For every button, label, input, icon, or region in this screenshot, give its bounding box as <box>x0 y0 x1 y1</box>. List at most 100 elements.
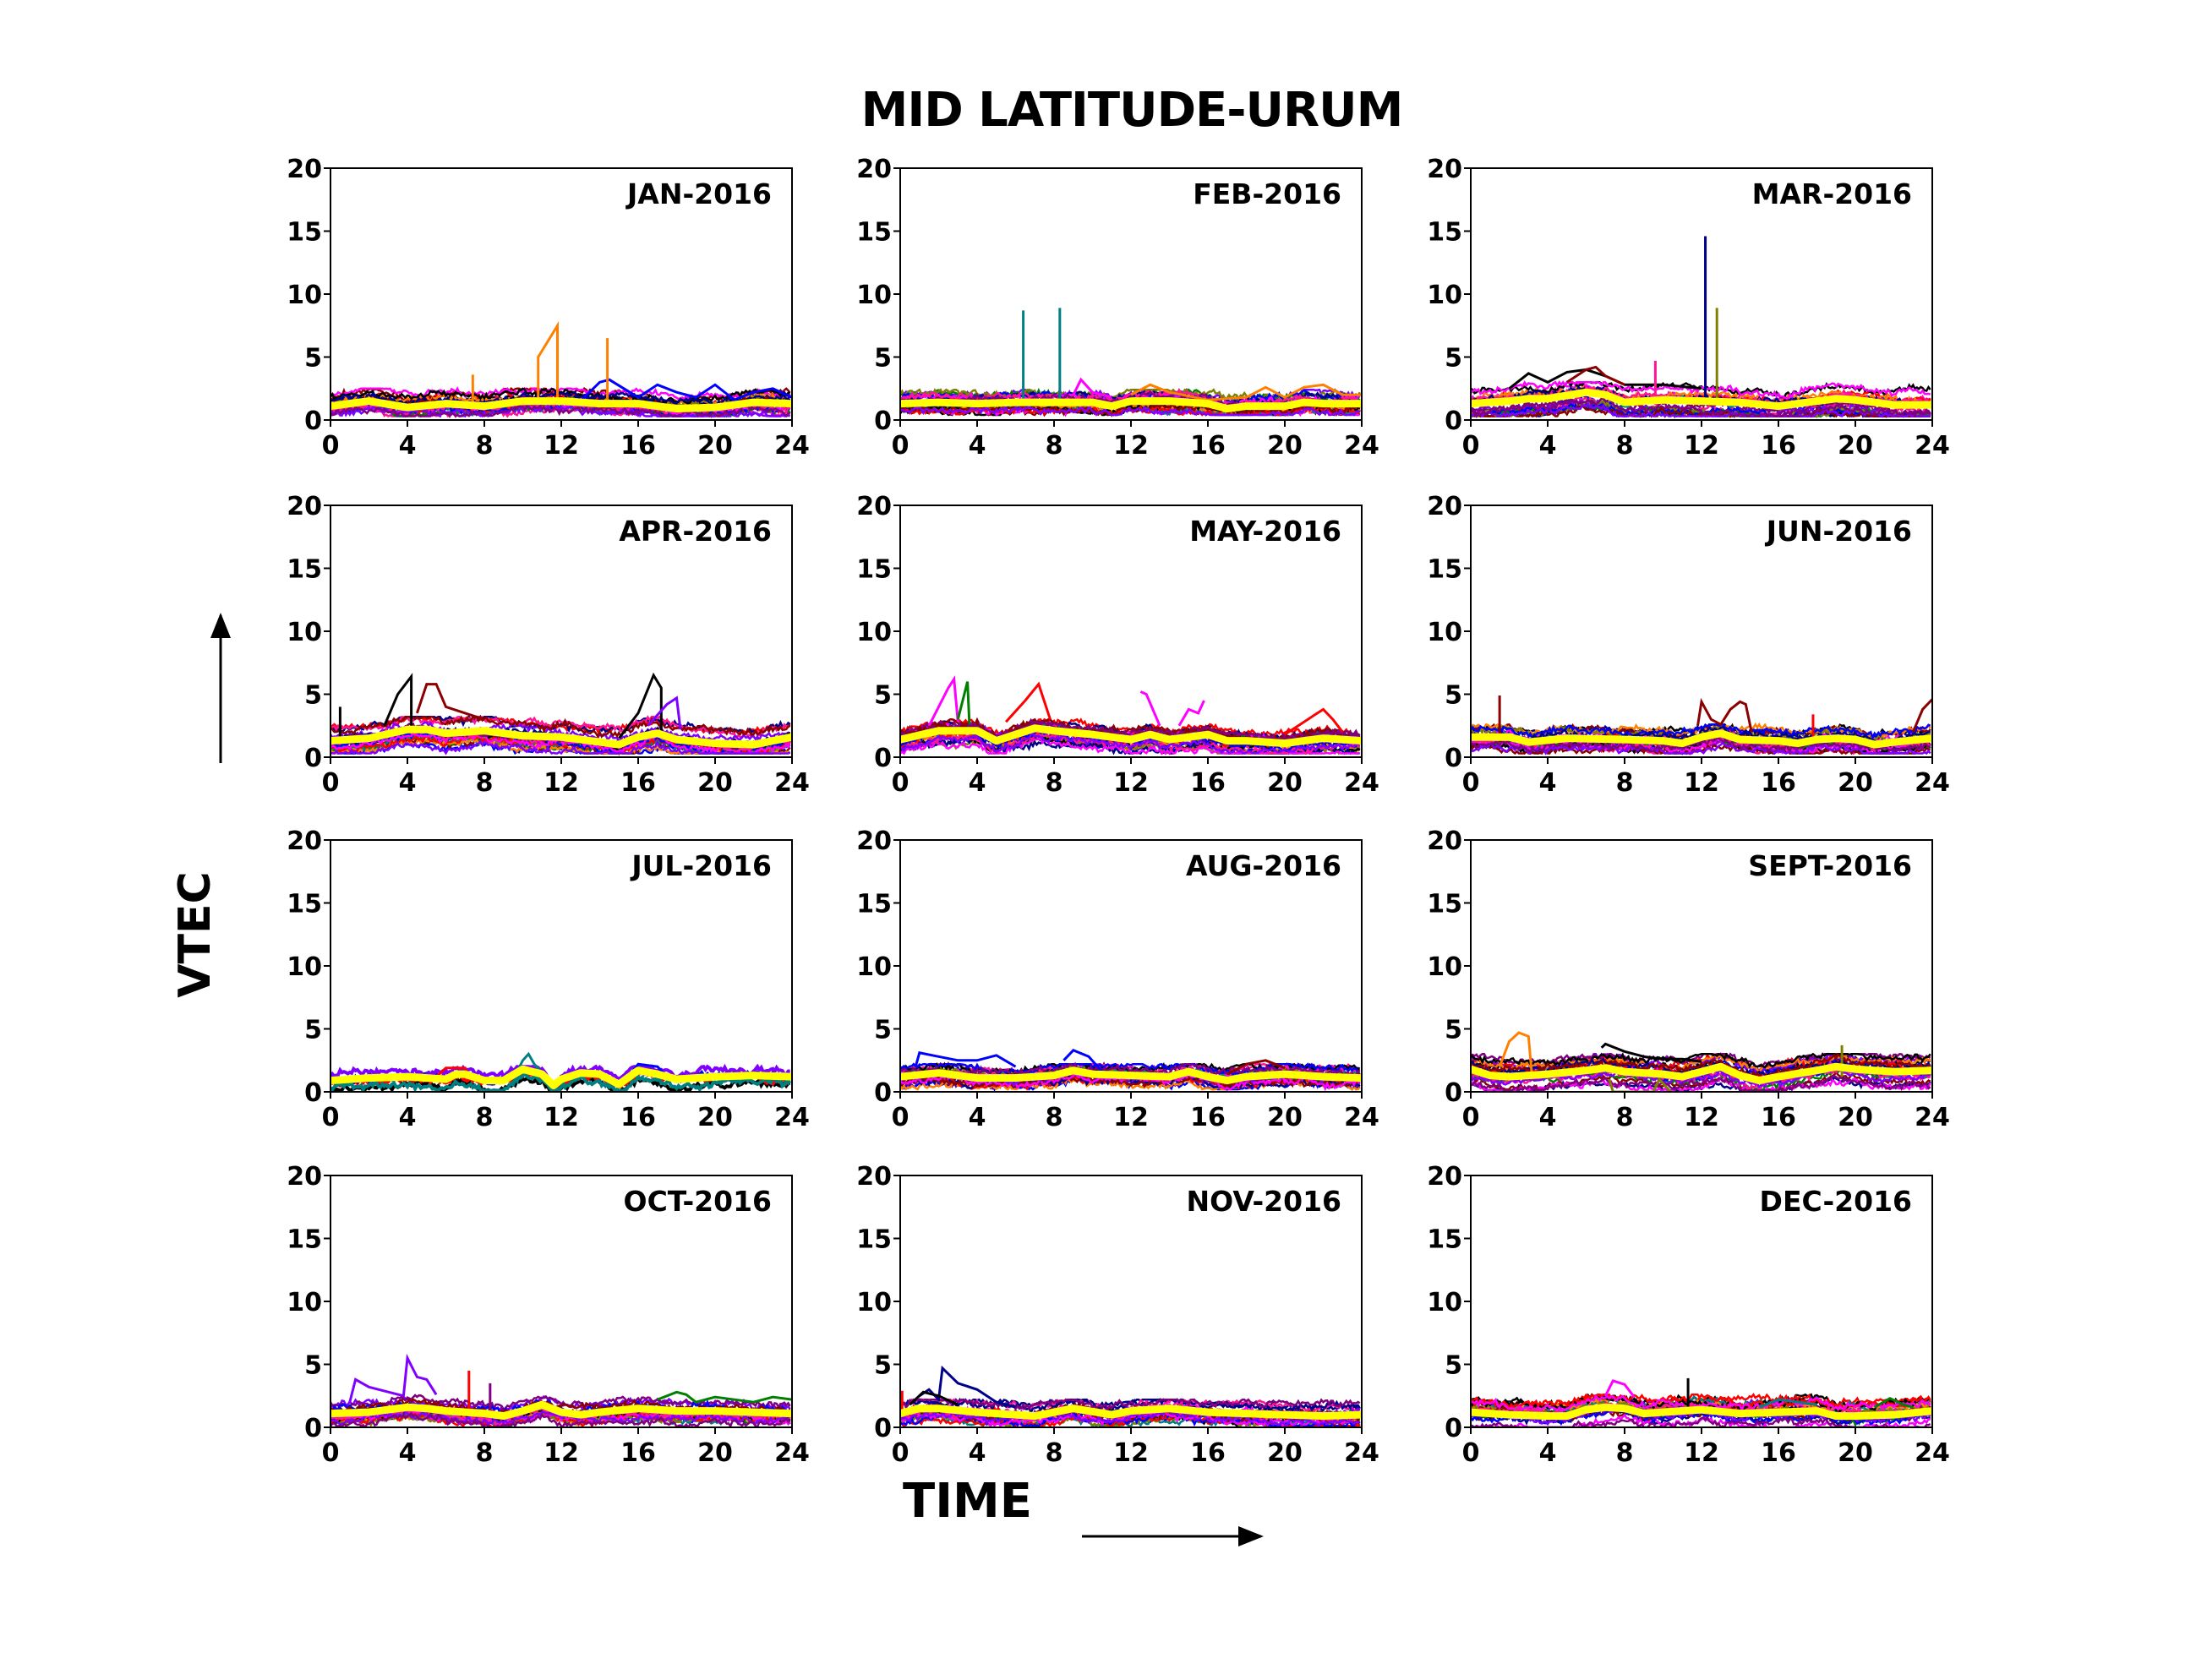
x-tick-label: 0 <box>322 431 340 461</box>
daily-trace <box>330 403 791 418</box>
y-tick-label: 0 <box>304 744 322 773</box>
x-tick-label: 8 <box>1046 431 1063 461</box>
x-tick-label: 0 <box>322 1438 340 1468</box>
y-tick-label: 15 <box>287 555 322 585</box>
y-tick-label: 10 <box>1427 1288 1462 1317</box>
x-tick-label: 4 <box>969 1438 986 1468</box>
y-tick-label: 20 <box>287 492 322 521</box>
y-tick-label: 10 <box>1427 952 1462 982</box>
mean-curve <box>900 1066 1362 1085</box>
x-tick-label: 12 <box>544 1103 579 1132</box>
trace-group <box>900 1049 1362 1092</box>
x-tick-label: 20 <box>1267 1438 1303 1468</box>
x-tick-label: 0 <box>892 1103 910 1132</box>
x-tick-label: 20 <box>697 431 733 461</box>
notable-trace <box>348 1353 438 1403</box>
daily-trace <box>330 1411 791 1427</box>
daily-trace <box>900 737 1360 755</box>
notable-trace <box>1072 377 1112 399</box>
y-tick-label: 15 <box>1427 890 1462 919</box>
y-tick-label: 5 <box>874 1351 892 1381</box>
x-tick-label: 4 <box>399 1103 417 1132</box>
y-tick-label: 0 <box>874 744 892 773</box>
panel-feb-2016: 0 5 10 15 20 0 4 8 12 16 20 24 FEB-2016 <box>856 155 1379 461</box>
x-tick-label: 4 <box>1539 1103 1557 1132</box>
panel-title: JAN-2016 <box>625 177 772 210</box>
trace-group <box>1471 1377 1932 1427</box>
trace-group <box>330 672 792 756</box>
x-tick-label: 12 <box>1113 768 1149 798</box>
y-tick-label: 5 <box>1445 681 1462 711</box>
panel-title: JUN-2016 <box>1765 515 1912 548</box>
x-tick-label: 20 <box>1838 1438 1873 1468</box>
y-tick-label: 5 <box>874 681 892 711</box>
panel-title: AUG-2016 <box>1186 849 1341 882</box>
notable-trace <box>537 320 559 398</box>
y-tick-label: 15 <box>287 1225 322 1255</box>
panel-sept-2016: 0 5 10 15 20 0 4 8 12 16 20 24 SEPT-2016 <box>1427 826 1950 1132</box>
trace-group <box>1471 1031 1932 1092</box>
x-tick-label: 12 <box>1684 1103 1719 1132</box>
daily-trace <box>1471 1052 1931 1069</box>
y-tick-label: 5 <box>304 1351 322 1381</box>
daily-trace <box>1471 1075 1931 1092</box>
x-tick-label: 12 <box>544 431 579 461</box>
y-tick-label: 15 <box>1427 555 1462 585</box>
x-tick-label: 12 <box>1113 1438 1149 1468</box>
x-tick-label: 24 <box>1915 1103 1950 1132</box>
daily-trace <box>1471 396 1931 419</box>
y-tick-label: 20 <box>1427 826 1462 856</box>
x-tick-label: 8 <box>1616 431 1634 461</box>
y-tick-label: 5 <box>304 681 322 711</box>
x-tick-label: 12 <box>544 768 579 798</box>
x-tick-label: 20 <box>1838 768 1873 798</box>
daily-trace <box>330 1410 791 1426</box>
x-tick-label: 20 <box>697 1103 733 1132</box>
notable-trace <box>1498 1031 1534 1080</box>
notable-trace <box>1226 1059 1286 1076</box>
daily-trace <box>1471 404 1931 419</box>
x-tick-label: 0 <box>322 768 340 798</box>
x-tick-label: 0 <box>892 768 910 798</box>
y-tick-label: 0 <box>874 1414 892 1443</box>
mean-curve <box>1471 1062 1932 1085</box>
panel-apr-2016: 0 5 10 15 20 0 4 8 12 16 20 24 APR-2016 <box>287 492 810 798</box>
x-tick-label: 16 <box>1761 431 1796 461</box>
notable-trace <box>657 1390 792 1404</box>
notable-trace <box>1139 690 1161 727</box>
notable-trace <box>647 695 682 730</box>
daily-trace <box>1471 1053 1931 1081</box>
panel-title: NOV-2016 <box>1187 1185 1341 1218</box>
x-tick-label: 12 <box>1113 431 1149 461</box>
x-tick-label: 0 <box>892 431 910 461</box>
daily-trace <box>900 404 1361 417</box>
x-tick-label: 24 <box>1915 1438 1950 1468</box>
x-tick-label: 8 <box>476 768 494 798</box>
notable-trace <box>914 1051 1017 1068</box>
y-tick-label: 15 <box>1427 218 1462 248</box>
notable-trace <box>1758 1398 1817 1409</box>
daily-trace <box>900 1398 1361 1412</box>
mean-curve <box>330 1400 792 1421</box>
x-tick-label: 20 <box>697 768 733 798</box>
panel-jan-2016: 0 5 10 15 20 0 4 8 12 16 20 24 JAN-2016 <box>287 155 810 461</box>
x-tick-label: 20 <box>1838 1103 1873 1132</box>
x-tick-label: 8 <box>1046 1438 1063 1468</box>
x-tick-label: 8 <box>1046 1103 1063 1132</box>
y-tick-label: 10 <box>1427 618 1462 647</box>
daily-trace <box>330 739 791 755</box>
y-tick-label: 20 <box>856 155 892 184</box>
x-tick-label: 12 <box>1684 431 1719 461</box>
mean-curve <box>1471 1403 1932 1421</box>
x-tick-label: 4 <box>399 431 417 461</box>
y-tick-label: 10 <box>287 618 322 647</box>
x-tick-label: 24 <box>1344 431 1379 461</box>
y-tick-label: 10 <box>856 1288 892 1317</box>
notable-trace <box>1565 365 1625 386</box>
x-tick-label: 0 <box>1462 1103 1480 1132</box>
notable-trace <box>956 681 971 725</box>
daily-trace <box>1471 740 1931 755</box>
y-tick-label: 20 <box>856 1162 892 1192</box>
y-tick-label: 20 <box>1427 1162 1462 1192</box>
notable-trace <box>1600 1042 1702 1063</box>
